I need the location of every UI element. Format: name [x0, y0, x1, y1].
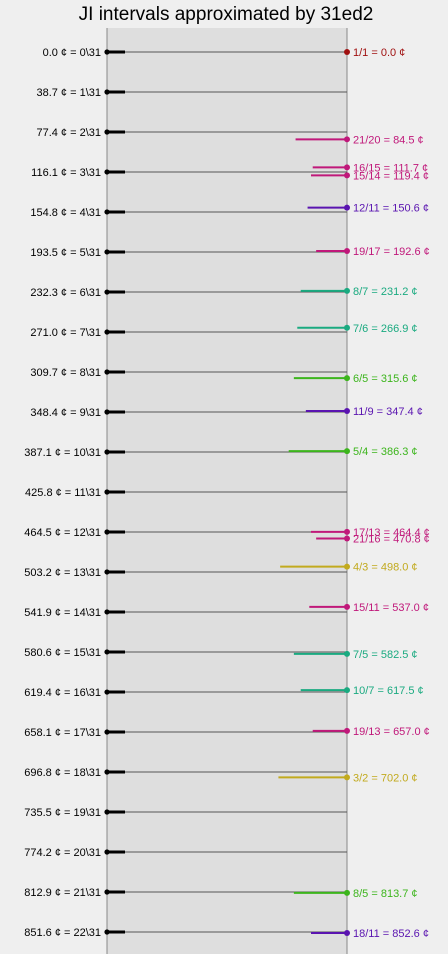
edo-step-label: 696.8 ¢ = 18\31 [24, 767, 101, 779]
ji-interval-label: 11/9 = 347.4 ¢ [353, 406, 423, 418]
edo-step-dot [104, 89, 110, 95]
edo-step-label: 232.3 ¢ = 6\31 [30, 287, 101, 299]
edo-step-label: 387.1 ¢ = 10\31 [24, 447, 101, 459]
chart-title: JI intervals approximated by 31ed2 [79, 4, 374, 25]
edo-step-label: 77.4 ¢ = 2\31 [36, 127, 101, 139]
edo-step-label: 309.7 ¢ = 8\31 [30, 367, 101, 379]
ji-interval-point [344, 136, 350, 143]
ji-interval-label: 3/2 = 702.0 ¢ [353, 772, 418, 784]
edo-step-dot [104, 769, 110, 775]
edo-step-label: 464.5 ¢ = 12\31 [24, 527, 101, 539]
edo-step-dot [104, 569, 110, 575]
ji-interval-label: 12/11 = 150.6 ¢ [353, 203, 429, 215]
edo-step-label: 812.9 ¢ = 21\31 [24, 887, 101, 899]
ji-interval-label: 21/20 = 84.5 ¢ [353, 134, 424, 146]
edo-step-dot [104, 649, 110, 655]
ji-interval-point [344, 687, 350, 694]
ji-interval-point [344, 774, 350, 781]
edo-step-label: 735.5 ¢ = 19\31 [24, 807, 101, 819]
ji-interval-label: 1/1 = 0.0 ¢ [353, 47, 405, 59]
edo-step-dot [104, 409, 110, 415]
ji-interval-point [344, 49, 350, 55]
edo-step-label: 503.2 ¢ = 13\31 [24, 567, 101, 579]
edo-step-dot [104, 849, 110, 855]
ji-interval-label: 8/7 = 231.2 ¢ [353, 286, 418, 298]
edo-step-label: 425.8 ¢ = 11\31 [25, 487, 101, 499]
ji-interval-point [344, 603, 350, 610]
ji-interval-point [344, 727, 350, 734]
ji-interval-label: 10/7 = 617.5 ¢ [353, 685, 424, 697]
edo-step-label: 271.0 ¢ = 7\31 [30, 327, 101, 339]
edo-step-label: 619.4 ¢ = 16\31 [24, 687, 101, 699]
edo-step-dot [104, 329, 110, 335]
ji-interval-point [344, 248, 350, 255]
ji-interval-point [344, 535, 350, 542]
edo-step-dot [104, 209, 110, 215]
ji-interval-label: 6/5 = 315.6 ¢ [353, 373, 418, 385]
edo-step-label: 541.9 ¢ = 14\31 [24, 607, 101, 619]
ji-interval-point [344, 650, 350, 657]
ji-interval-point [344, 204, 350, 211]
edo-step-label: 193.5 ¢ = 5\31 [30, 247, 101, 259]
edo-step-label: 0.0 ¢ = 0\31 [43, 47, 101, 59]
edo-step-label: 774.2 ¢ = 20\31 [24, 847, 101, 859]
ji-interval-point [344, 172, 350, 179]
edo-step-dot [104, 449, 110, 455]
ji-interval-label: 18/11 = 852.6 ¢ [353, 928, 429, 940]
edo-step-dot [104, 809, 110, 815]
edo-step-label: 851.6 ¢ = 22\31 [24, 927, 101, 939]
edo-step-dot [104, 489, 110, 495]
edo-step-label: 348.4 ¢ = 9\31 [30, 407, 101, 419]
edo-step-label: 38.7 ¢ = 1\31 [36, 87, 101, 99]
edo-step-dot [104, 129, 110, 135]
ji-interval-label: 19/17 = 192.6 ¢ [353, 246, 430, 258]
edo-step-dot [104, 49, 110, 55]
ji-interval-label: 8/5 = 813.7 ¢ [353, 888, 418, 900]
ji-interval-point [344, 287, 350, 294]
ji-interval-label: 4/3 = 498.0 ¢ [353, 562, 418, 574]
edo-step-dot [104, 889, 110, 895]
edo-step-dot [104, 369, 110, 375]
ji-interval-point [344, 528, 350, 535]
ji-interval-label: 15/14 = 119.4 ¢ [353, 170, 429, 182]
edo-step-dot [104, 169, 110, 175]
ji-interval-label: 15/11 = 537.0 ¢ [353, 602, 429, 614]
edo-step-dot [104, 609, 110, 615]
ji-interval-label: 7/6 = 266.9 ¢ [353, 323, 418, 335]
edo-step-dot [104, 289, 110, 295]
edo-step-dot [104, 689, 110, 695]
plot-area [107, 28, 347, 954]
ji-interval-label: 7/5 = 582.5 ¢ [353, 649, 418, 661]
edo-step-label: 658.1 ¢ = 17\31 [24, 727, 101, 739]
ji-interval-label: 16/15 = 111.7 ¢ [353, 162, 428, 174]
edo-step-label: 116.1 ¢ = 3\31 [31, 167, 101, 179]
ji-interval-label: 17/13 = 464.4 ¢ [353, 527, 430, 539]
edo-step-label: 154.8 ¢ = 4\31 [30, 207, 101, 219]
ji-interval-point [344, 930, 350, 937]
ji-interval-point [344, 448, 350, 455]
edo-step-dot [104, 729, 110, 735]
edo-step-dot [104, 929, 110, 935]
ji-interval-point [344, 324, 350, 331]
ji-interval-point [344, 563, 350, 570]
edo-step-label: 580.6 ¢ = 15\31 [24, 647, 101, 659]
ji-interval-point [344, 375, 350, 382]
ji-interval-point [344, 164, 350, 171]
ji-interval-point [344, 889, 350, 896]
edo-step-dot [104, 529, 110, 535]
ji-interval-point [344, 407, 350, 414]
ji-interval-label: 19/13 = 657.0 ¢ [353, 726, 430, 738]
ji-interval-label: 21/16 = 470.8 ¢ [353, 533, 430, 545]
edo-step-dot [104, 249, 110, 255]
ji-interval-label: 5/4 = 386.3 ¢ [353, 446, 418, 458]
